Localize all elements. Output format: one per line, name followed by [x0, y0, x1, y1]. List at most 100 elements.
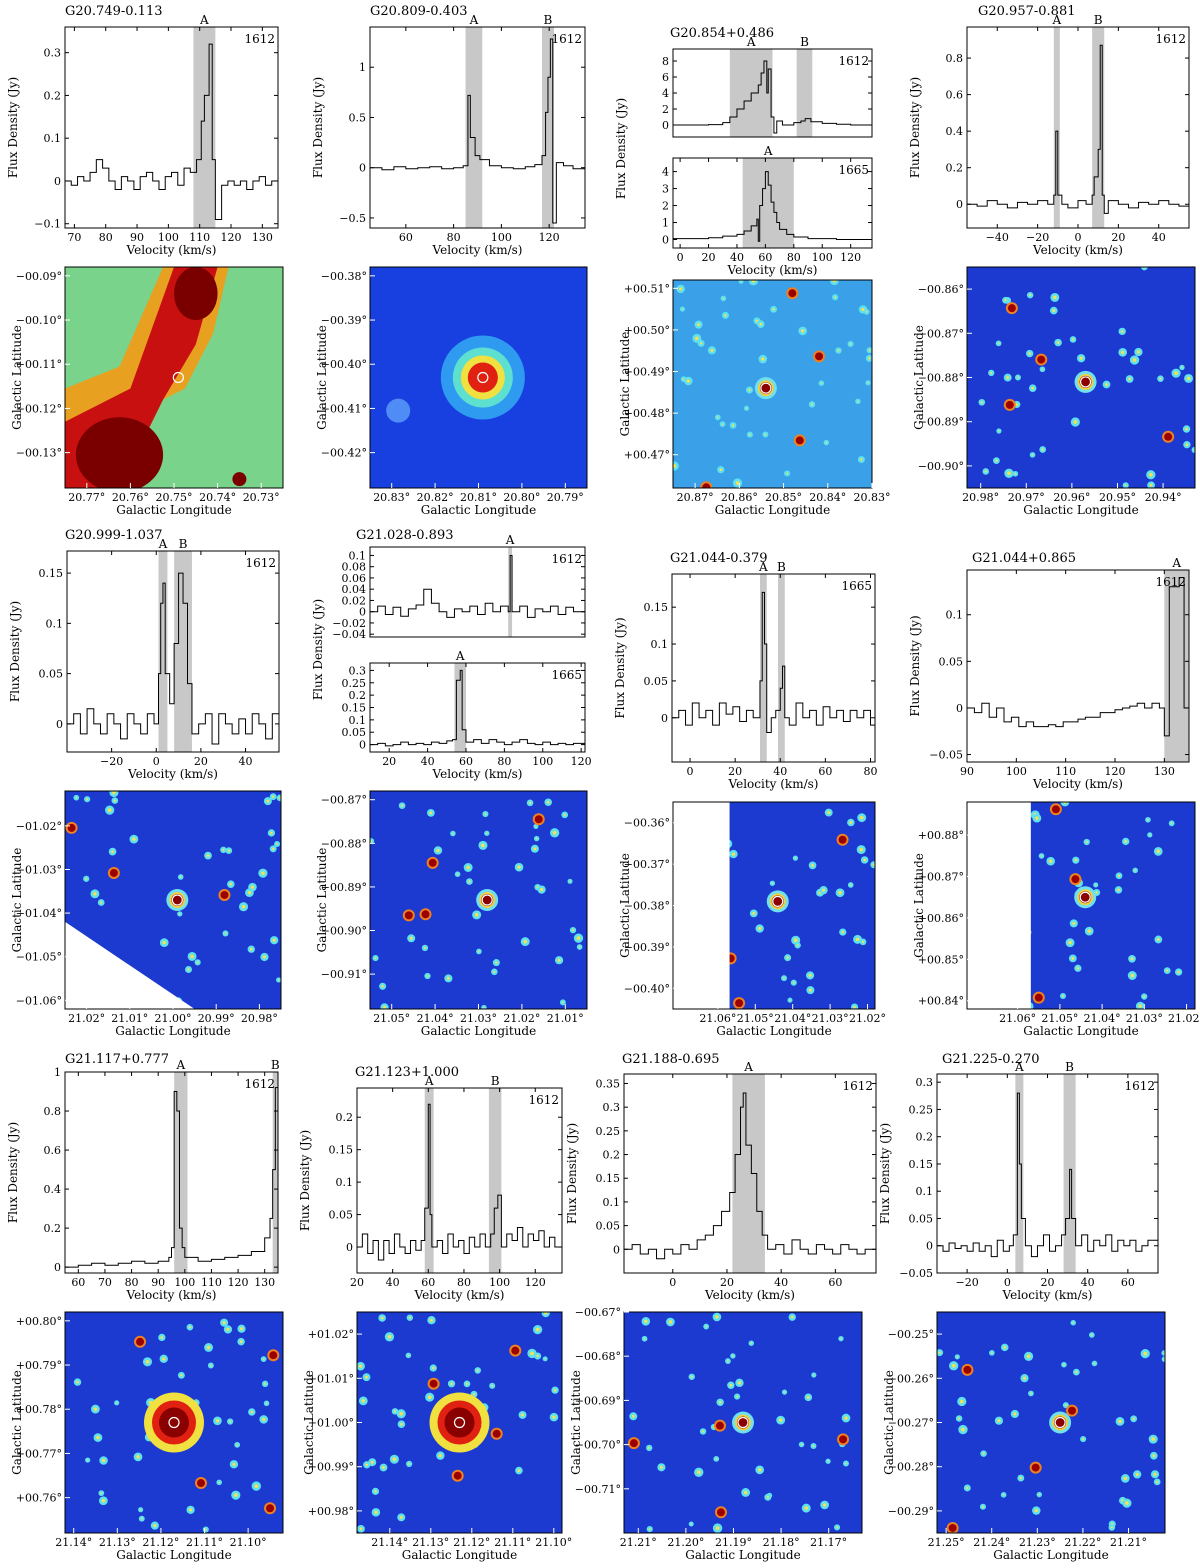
- chart-title: G20.749-0.113: [65, 4, 162, 19]
- source-marker: [453, 1416, 466, 1429]
- y-tick-label: −0.5: [339, 212, 366, 225]
- spectrum-y-axis-label: Flux Density (Jy): [565, 1123, 579, 1224]
- star: [679, 287, 683, 291]
- star: [772, 308, 775, 311]
- star: [1028, 352, 1031, 355]
- star: [553, 1388, 557, 1392]
- star: [365, 1463, 369, 1467]
- x-tick-label: 120: [228, 1276, 249, 1289]
- y-tick-label: +01.01°: [308, 1372, 354, 1385]
- star: [958, 1417, 961, 1420]
- star: [796, 944, 799, 947]
- x-tick-label: 21.05°: [737, 1012, 774, 1025]
- source-marker: [168, 1416, 180, 1429]
- star: [495, 961, 498, 964]
- x-tick-label: 21.04°: [417, 1012, 454, 1025]
- x-tick-label: 20.86°: [721, 491, 758, 504]
- y-tick-label: 0.8: [44, 1105, 62, 1118]
- star: [1138, 1004, 1142, 1008]
- bright-star: [196, 1479, 205, 1488]
- y-tick-label: 0: [359, 739, 366, 752]
- star: [204, 1528, 207, 1531]
- y-tick-label: 4: [662, 166, 669, 179]
- x-tick-label: 40: [774, 1276, 788, 1289]
- star: [849, 343, 852, 345]
- star: [153, 1524, 157, 1528]
- star: [465, 1382, 469, 1386]
- bright-star: [534, 815, 543, 824]
- y-tick-label: 0.04: [342, 583, 367, 596]
- source-marker: [477, 371, 489, 384]
- star: [786, 472, 789, 475]
- star: [1161, 1356, 1165, 1363]
- star: [721, 423, 724, 425]
- y-tick-label: −0.05: [929, 749, 963, 762]
- star: [1095, 884, 1097, 886]
- y-tick-label: 1: [662, 217, 669, 230]
- star: [474, 913, 479, 917]
- star: [218, 1481, 220, 1484]
- star: [1073, 420, 1078, 424]
- x-tick-label: 20: [720, 1276, 734, 1289]
- star: [1003, 1346, 1007, 1349]
- star: [1071, 956, 1075, 960]
- star: [557, 958, 561, 962]
- star: [1105, 383, 1108, 386]
- y-axis-label: Galactic Latitude: [315, 848, 329, 953]
- bright-star: [1034, 993, 1043, 1002]
- star: [429, 1318, 434, 1322]
- no-data-mask: [65, 921, 195, 1009]
- y-tick-label: 4: [662, 87, 669, 100]
- x-tick-label: 100: [812, 251, 833, 264]
- y-tick-label: +00.49°: [624, 366, 670, 379]
- star: [861, 940, 865, 943]
- bright-star: [948, 1523, 957, 1532]
- star: [1041, 368, 1044, 371]
- star: [1002, 1494, 1005, 1496]
- spectrum-x-axis-label: Velocity (km/s): [432, 767, 523, 781]
- y-tick-label: −00.11°: [16, 358, 62, 371]
- x-tick-label: −20: [956, 1276, 979, 1289]
- bright-star: [1031, 1463, 1040, 1472]
- star: [697, 323, 701, 327]
- y-tick-label: −01.03°: [16, 863, 62, 876]
- x-tick-label: 90: [130, 231, 144, 244]
- star: [539, 888, 544, 892]
- y-tick-label: 0.15: [644, 601, 669, 614]
- source-marker: [1079, 376, 1092, 388]
- bright-star: [428, 858, 437, 867]
- glow: [737, 1416, 749, 1429]
- star: [407, 1354, 410, 1357]
- star: [736, 1395, 739, 1398]
- x-tick-label: 0: [1075, 231, 1082, 244]
- y-tick-label: −00.29°: [888, 1505, 934, 1518]
- star: [648, 1528, 651, 1531]
- y-tick-label: −01.04°: [16, 907, 62, 920]
- spectrum-y-axis-label: Flux Density (Jy): [6, 77, 20, 178]
- star: [849, 884, 852, 886]
- x-axis-label: Galactic Longitude: [115, 1024, 230, 1038]
- x-tick-label: 130: [252, 231, 273, 244]
- velocity-band: [174, 1072, 188, 1273]
- y-tick-label: +00.77°: [16, 1447, 62, 1460]
- chart-2: G20.809-0.403 Velocity (km/s) Flux Density…: [311, 4, 522, 257]
- star: [232, 472, 247, 487]
- x-tick-label: 20: [702, 251, 716, 264]
- y-tick-label: −00.86°: [918, 283, 964, 296]
- y-tick-label: +00.86°: [918, 912, 964, 925]
- x-tick-label: 20.75°: [156, 491, 193, 504]
- x-tick-label: 21.13°: [412, 1536, 449, 1549]
- velocity-band: [778, 574, 785, 762]
- x-tick-label: 120: [1105, 765, 1126, 778]
- star: [1030, 1392, 1032, 1395]
- spectrum-x-axis-label: Velocity (km/s): [1032, 777, 1123, 791]
- no-data-mask: [673, 802, 730, 1009]
- star: [1093, 1362, 1096, 1365]
- spectrum-y-axis-label: Flux Density (Jy): [6, 1122, 20, 1223]
- x-tick-label: 21.03°: [812, 1012, 849, 1025]
- star: [382, 1005, 387, 1009]
- frequency-label: 1665: [551, 668, 582, 682]
- y-tick-label: 0.3: [349, 664, 367, 677]
- star: [1177, 970, 1180, 974]
- star: [1029, 294, 1032, 297]
